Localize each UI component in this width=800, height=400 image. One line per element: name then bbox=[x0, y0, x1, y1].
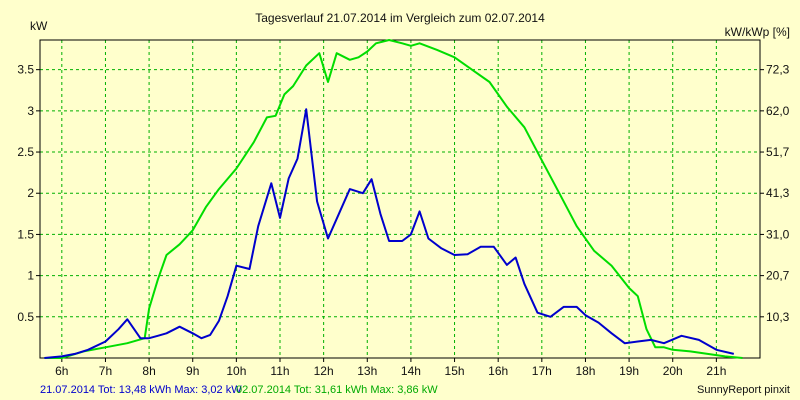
x-tick-label: 13h bbox=[357, 364, 377, 378]
x-tick-label: 7h bbox=[99, 364, 112, 378]
x-tick-label: 17h bbox=[532, 364, 552, 378]
x-tick-label: 16h bbox=[488, 364, 508, 378]
footer-series-1: 21.07.2014 Tot: 13,48 kWh Max: 3,02 kW bbox=[40, 384, 242, 396]
x-tick-label: 18h bbox=[575, 364, 595, 378]
y-axis-right: 10,3 20,7 31,0 41,3 51,7 62,0 72,3 bbox=[760, 63, 790, 324]
grid bbox=[40, 40, 760, 358]
footer-credit: SunnyReport pinxit bbox=[697, 384, 790, 396]
x-tick-label: 12h bbox=[314, 364, 334, 378]
y-tick-label-right: 72,3 bbox=[766, 63, 790, 77]
y-tick-label-right: 20,7 bbox=[766, 269, 790, 283]
x-tick-label: 10h bbox=[226, 364, 246, 378]
series-lines bbox=[44, 39, 743, 359]
y-tick-label-left: 2.5 bbox=[17, 145, 34, 159]
y-tick-label-right: 31,0 bbox=[766, 227, 790, 241]
y-tick-label-left: 0.5 bbox=[17, 310, 34, 324]
x-tick-label: 14h bbox=[401, 364, 421, 378]
x-tick-label: 20h bbox=[663, 364, 683, 378]
y-axis-label-left: kW bbox=[30, 19, 48, 33]
y-tick-label-right: 62,0 bbox=[766, 104, 790, 118]
y-tick-label-right: 51,7 bbox=[766, 145, 790, 159]
plot-frame bbox=[39, 39, 761, 359]
series-line-02.07.2014 bbox=[44, 39, 743, 359]
chart-title: Tagesverlauf 21.07.2014 im Vergleich zum… bbox=[255, 11, 545, 25]
y-axis-left: 0.5 1 1.5 2 2.5 3 3.5 bbox=[17, 63, 40, 324]
y-tick-label-left: 2 bbox=[27, 186, 34, 200]
y-axis-label-right: kW/kWp [%] bbox=[725, 25, 790, 39]
x-tick-label: 15h bbox=[445, 364, 465, 378]
y-tick-label-left: 1 bbox=[27, 269, 34, 283]
x-tick-label: 6h bbox=[55, 364, 68, 378]
footer-series-2: 02.07.2014 Tot: 31,61 kWh Max: 3,86 kW bbox=[236, 384, 438, 396]
x-tick-label: 21h bbox=[706, 364, 726, 378]
y-tick-label-right: 41,3 bbox=[766, 186, 790, 200]
x-axis: 6h 7h 8h 9h 10h 11h 12h 13h 14h 15h 16h 17h 18h 19h 20… bbox=[55, 358, 726, 378]
y-tick-label-left: 3 bbox=[27, 104, 34, 118]
y-tick-label-left: 1.5 bbox=[17, 227, 34, 241]
y-tick-label-left: 3.5 bbox=[17, 63, 34, 77]
x-tick-label: 19h bbox=[619, 364, 639, 378]
x-tick-label: 8h bbox=[142, 364, 155, 378]
x-tick-label: 9h bbox=[186, 364, 199, 378]
y-tick-label-right: 10,3 bbox=[766, 310, 790, 324]
series-line-21.07.2014 bbox=[44, 108, 735, 359]
x-tick-label: 11h bbox=[270, 364, 289, 378]
